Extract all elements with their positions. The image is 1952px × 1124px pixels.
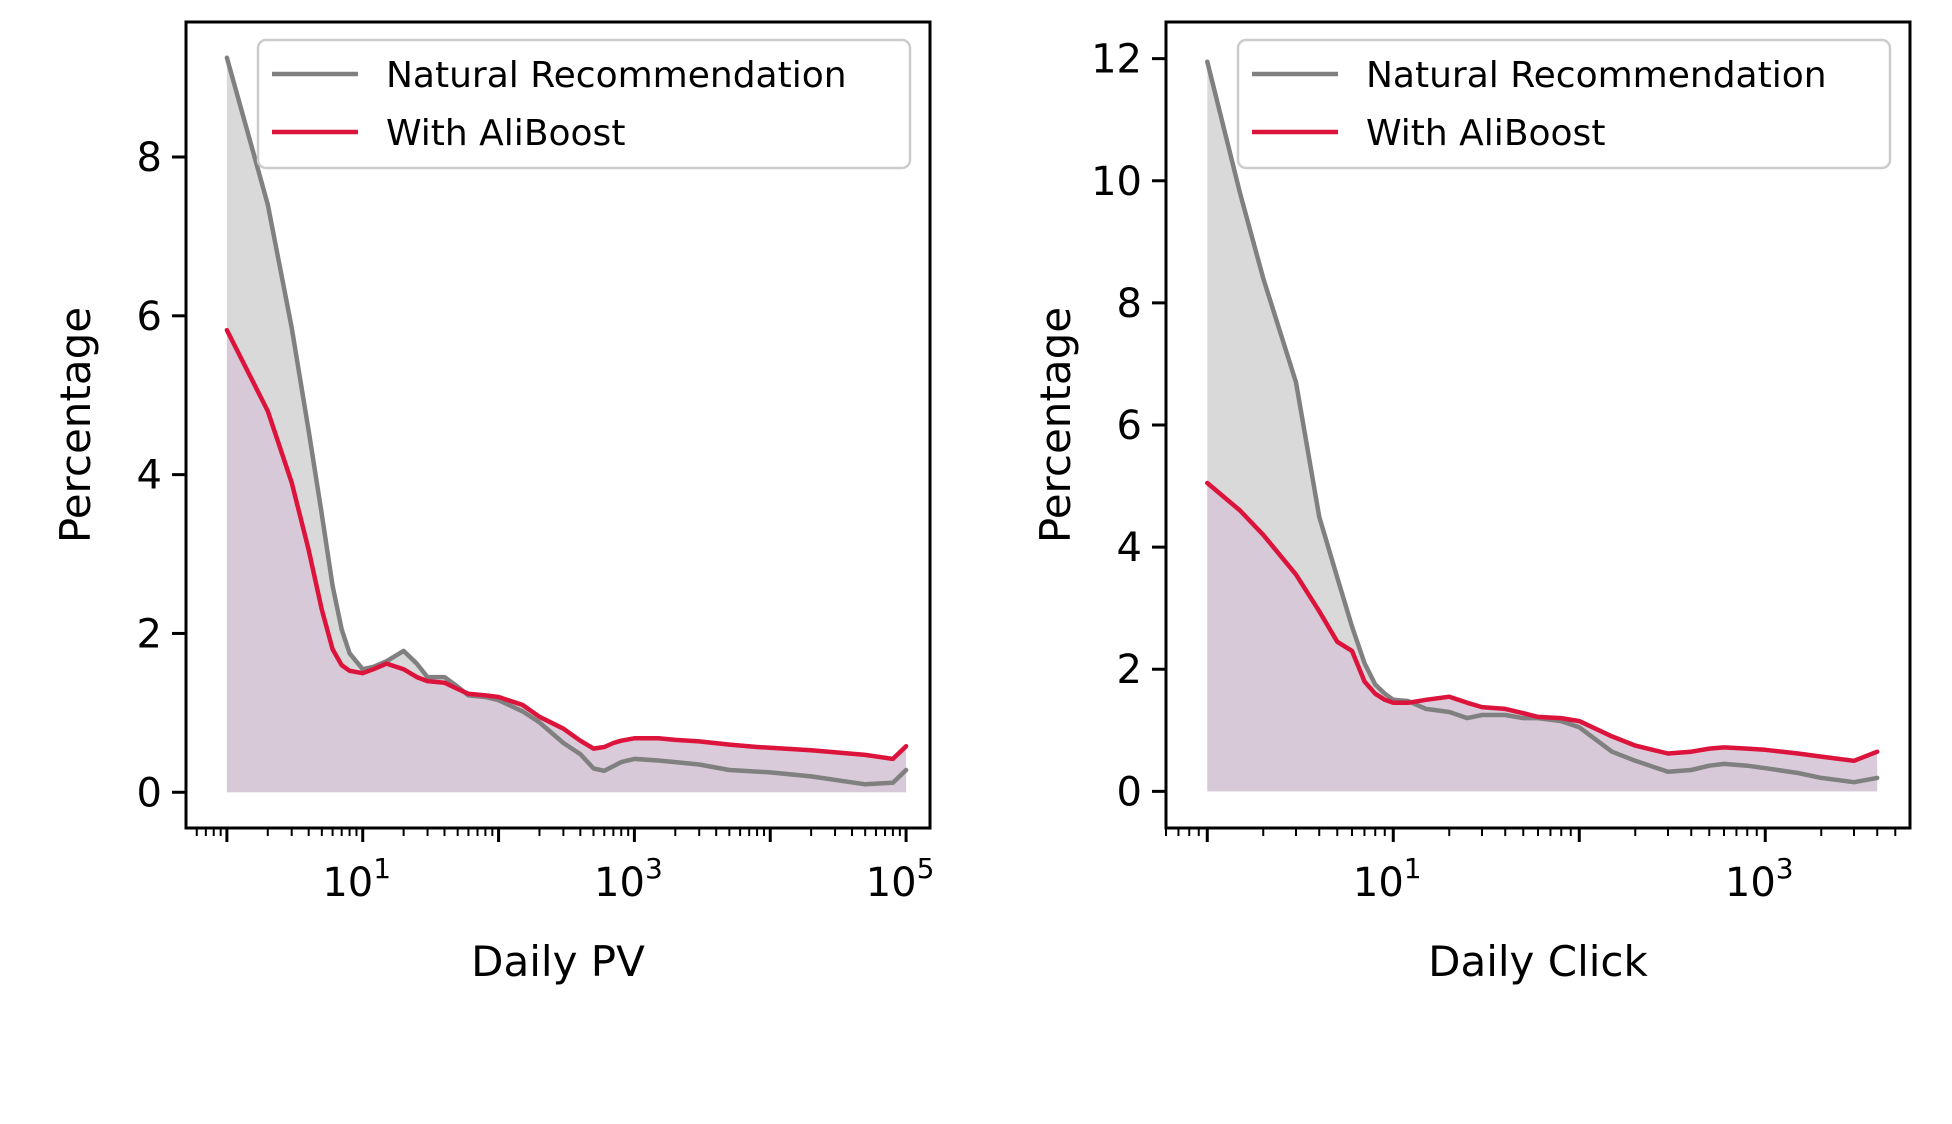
y-tick-label: 0 bbox=[137, 770, 162, 816]
y-tick-label: 4 bbox=[137, 453, 162, 499]
chart-panel-1: 0 2 4 6 8 101 103 105 Daily PV Percentage Natural … bbox=[51, 22, 934, 986]
x-tick-label: 105 bbox=[866, 852, 935, 906]
y-axis-label: Percentage bbox=[51, 307, 100, 543]
y-axis-label: Percentage bbox=[1031, 307, 1080, 543]
legend: Natural Recommendation With AliBoost bbox=[258, 40, 910, 168]
y-tick-label: 12 bbox=[1091, 37, 1142, 83]
y-tick-label: 8 bbox=[137, 135, 162, 181]
chart-panel-2: 0 2 4 6 8 10 12 101 103 Daily Click Percentage Natu… bbox=[1031, 22, 1910, 986]
y-tick-label: 6 bbox=[1117, 403, 1142, 449]
y-tick-label: 4 bbox=[1117, 525, 1142, 571]
y-tick-label: 6 bbox=[137, 294, 162, 340]
x-axis-label: Daily Click bbox=[1428, 937, 1648, 986]
x-tick-label: 103 bbox=[1725, 852, 1794, 906]
y-tick-label: 8 bbox=[1117, 281, 1142, 327]
x-tick-label: 101 bbox=[1353, 852, 1422, 906]
x-tick-label: 103 bbox=[594, 852, 663, 906]
y-tick-label: 2 bbox=[1117, 647, 1142, 693]
y-tick-label: 0 bbox=[1117, 769, 1142, 815]
legend-label-natural: Natural Recommendation bbox=[1366, 55, 1827, 96]
legend-label-aliboost: With AliBoost bbox=[386, 113, 625, 154]
legend-label-natural: Natural Recommendation bbox=[386, 55, 847, 96]
y-tick-label: 10 bbox=[1091, 159, 1142, 205]
x-tick-label: 101 bbox=[322, 852, 391, 906]
y-tick-label: 2 bbox=[137, 611, 162, 657]
legend: Natural Recommendation With AliBoost bbox=[1238, 40, 1890, 168]
legend-label-aliboost: With AliBoost bbox=[1366, 113, 1605, 154]
x-axis-label: Daily PV bbox=[471, 937, 645, 986]
